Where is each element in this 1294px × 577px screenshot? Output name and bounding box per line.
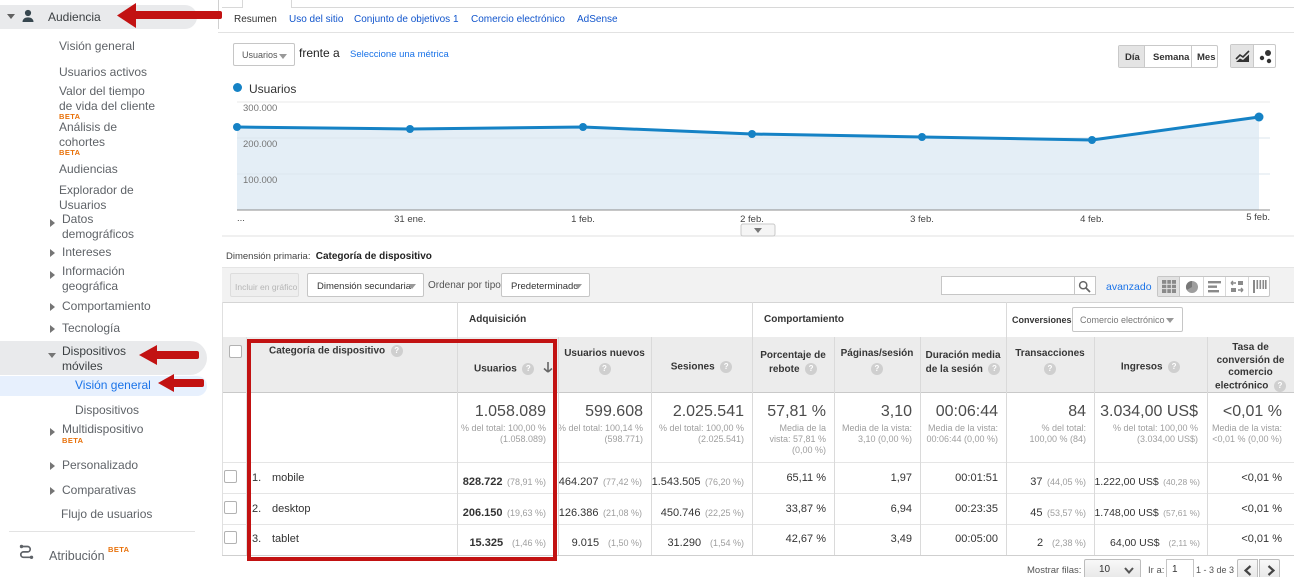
svg-text:300.000: 300.000 bbox=[243, 103, 277, 114]
svg-text:4 feb.: 4 feb. bbox=[1080, 214, 1104, 225]
svg-text:31 ene.: 31 ene. bbox=[394, 214, 426, 225]
svg-text:...: ... bbox=[237, 213, 245, 224]
svg-text:200.000: 200.000 bbox=[243, 139, 277, 150]
svg-text:100.000: 100.000 bbox=[243, 175, 277, 186]
svg-text:2 feb.: 2 feb. bbox=[740, 214, 764, 225]
svg-text:3 feb.: 3 feb. bbox=[910, 214, 934, 225]
svg-text:1 feb.: 1 feb. bbox=[571, 214, 595, 225]
svg-text:5 feb.: 5 feb. bbox=[1246, 212, 1270, 223]
